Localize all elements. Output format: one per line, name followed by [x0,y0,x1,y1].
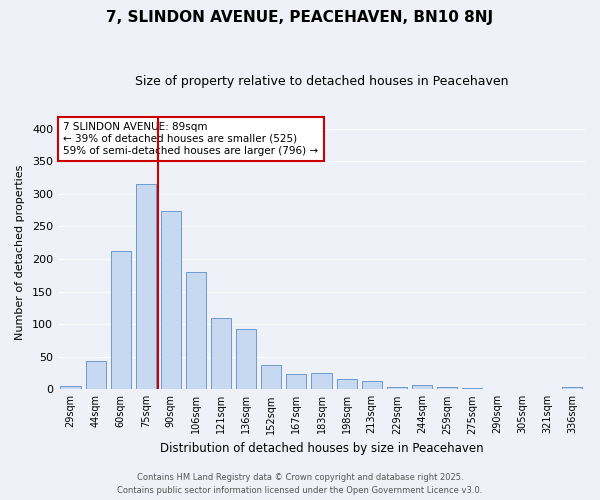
Bar [462,388,482,390]
Bar [412,386,432,390]
Bar [337,379,356,390]
Bar [110,251,131,390]
Bar [437,388,457,390]
Title: Size of property relative to detached houses in Peacehaven: Size of property relative to detached ho… [135,75,508,88]
Bar [136,184,156,390]
Bar [236,328,256,390]
Y-axis label: Number of detached properties: Number of detached properties [15,164,25,340]
Bar [311,373,332,390]
Bar [211,318,231,390]
Bar [562,388,583,390]
Bar [362,381,382,390]
Bar [86,360,106,390]
Text: Contains HM Land Registry data © Crown copyright and database right 2025.
Contai: Contains HM Land Registry data © Crown c… [118,474,482,495]
Bar [261,364,281,390]
Bar [61,386,80,390]
Bar [161,212,181,390]
Text: 7 SLINDON AVENUE: 89sqm
← 39% of detached houses are smaller (525)
59% of semi-d: 7 SLINDON AVENUE: 89sqm ← 39% of detache… [63,122,319,156]
Text: 7, SLINDON AVENUE, PEACEHAVEN, BN10 8NJ: 7, SLINDON AVENUE, PEACEHAVEN, BN10 8NJ [106,10,494,25]
Bar [186,272,206,390]
X-axis label: Distribution of detached houses by size in Peacehaven: Distribution of detached houses by size … [160,442,483,455]
Bar [387,388,407,390]
Bar [286,374,307,390]
